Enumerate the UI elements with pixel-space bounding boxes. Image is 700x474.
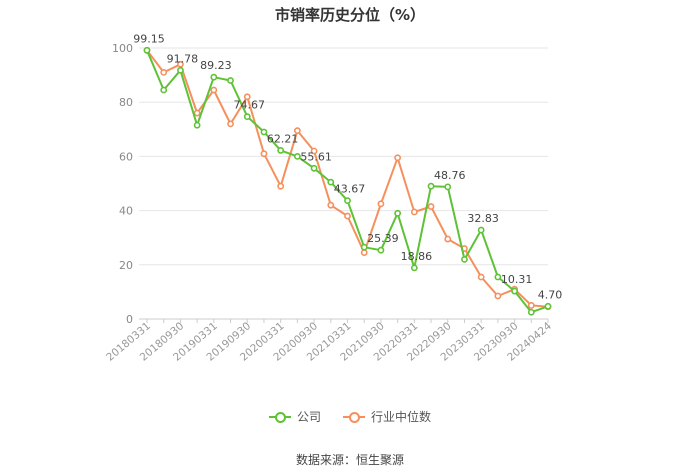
data-label-20230331: 32.83 — [467, 212, 499, 225]
point-s0-20191231 — [260, 128, 268, 136]
point-s0-20220331 — [410, 264, 418, 272]
legend-label-company: 公司 — [296, 410, 321, 424]
point-s0-20210630 — [360, 243, 368, 251]
series-line-1 — [146, 49, 549, 308]
point-s0-20180331 — [143, 46, 151, 54]
point-s0-20230630 — [494, 273, 502, 281]
point-s1-20220630 — [427, 203, 435, 210]
data-label-20220331: 18.86 — [401, 250, 433, 263]
data-label-20180331: 99.15 — [133, 32, 165, 45]
point-s1-20190930 — [243, 93, 251, 101]
chart-title: 市销率历史分位（%） — [274, 6, 426, 24]
point-s1-20231231 — [527, 302, 535, 309]
chart-legend: 公司 行业中位数 — [0, 408, 700, 425]
data-label-20230930: 10.31 — [501, 273, 533, 286]
data-label-20220930: 48.76 — [434, 169, 466, 182]
y-tick-label-80: 80 — [119, 96, 133, 109]
point-s1-20210930 — [377, 200, 385, 208]
point-s1-20191231 — [260, 150, 268, 158]
point-s0-20180930 — [177, 66, 184, 74]
point-s1-20190630 — [227, 120, 234, 128]
point-s1-20180630 — [160, 68, 168, 76]
data-label-20190930: 74.67 — [234, 99, 266, 112]
point-s0-20190331 — [210, 73, 218, 81]
point-s0-20210331 — [344, 197, 351, 205]
point-s0-20220930 — [444, 183, 452, 191]
point-s0-20180630 — [160, 86, 168, 94]
point-s0-20190630 — [227, 77, 234, 84]
point-s0-20220630 — [427, 182, 435, 190]
point-s0-20190930 — [243, 113, 251, 121]
point-s0-20200331 — [277, 147, 285, 154]
y-tick-label-100: 100 — [112, 42, 133, 55]
point-s1-20210331 — [344, 212, 351, 220]
point-s0-20210930 — [377, 246, 385, 254]
point-s1-20220930 — [444, 235, 452, 243]
point-s1-20211231 — [394, 154, 402, 162]
legend-swatch-company — [268, 411, 291, 423]
point-s0-20231231 — [527, 308, 535, 316]
point-s1-20220331 — [410, 208, 418, 216]
point-s1-20181231 — [193, 109, 201, 117]
point-s0-20181231 — [193, 121, 201, 129]
data-label-20210930: 25.39 — [367, 232, 399, 245]
data-label-20180930: 91.78 — [167, 52, 199, 65]
point-s0-20221231 — [461, 255, 468, 263]
legend-swatch-industry-median — [343, 411, 365, 423]
point-s1-20200331 — [277, 182, 285, 190]
point-s1-20230331 — [477, 273, 485, 281]
point-s0-20240424 — [544, 302, 552, 310]
point-s1-20200630 — [293, 127, 301, 135]
y-tick-label-0: 0 — [126, 313, 133, 326]
point-s1-20190331 — [210, 86, 218, 94]
point-s0-20201231 — [327, 178, 335, 186]
point-s1-20210630 — [360, 249, 368, 257]
point-s1-20230630 — [494, 292, 502, 300]
point-s1-20200930 — [310, 147, 318, 155]
legend-label-industry-median: 行业中位数 — [371, 410, 432, 424]
data-label-20200331: 62.21 — [267, 132, 299, 145]
point-s0-20200930 — [310, 164, 318, 172]
source-note: 数据来源：恒生聚源 — [295, 453, 404, 467]
data-label-20200930: 55.61 — [300, 150, 332, 163]
point-s0-20230331 — [477, 226, 485, 234]
point-s0-20230930 — [511, 287, 518, 295]
point-s1-20201231 — [327, 201, 335, 209]
y-tick-label-60: 60 — [119, 150, 133, 163]
point-s0-20211231 — [394, 209, 402, 217]
data-label-20240424: 4.70 — [538, 288, 563, 301]
y-tick-label-40: 40 — [119, 205, 133, 218]
legend-item-company[interactable]: 公司 — [268, 408, 321, 425]
series-line-0 — [146, 49, 549, 314]
data-label-20190331: 89.23 — [200, 59, 232, 72]
y-tick-label-20: 20 — [119, 259, 133, 272]
point-s0-20200630 — [293, 152, 301, 160]
legend-item-industry-median[interactable]: 行业中位数 — [343, 408, 431, 425]
point-s1-20180930 — [177, 60, 184, 68]
data-label-20210331: 43.67 — [334, 183, 366, 196]
